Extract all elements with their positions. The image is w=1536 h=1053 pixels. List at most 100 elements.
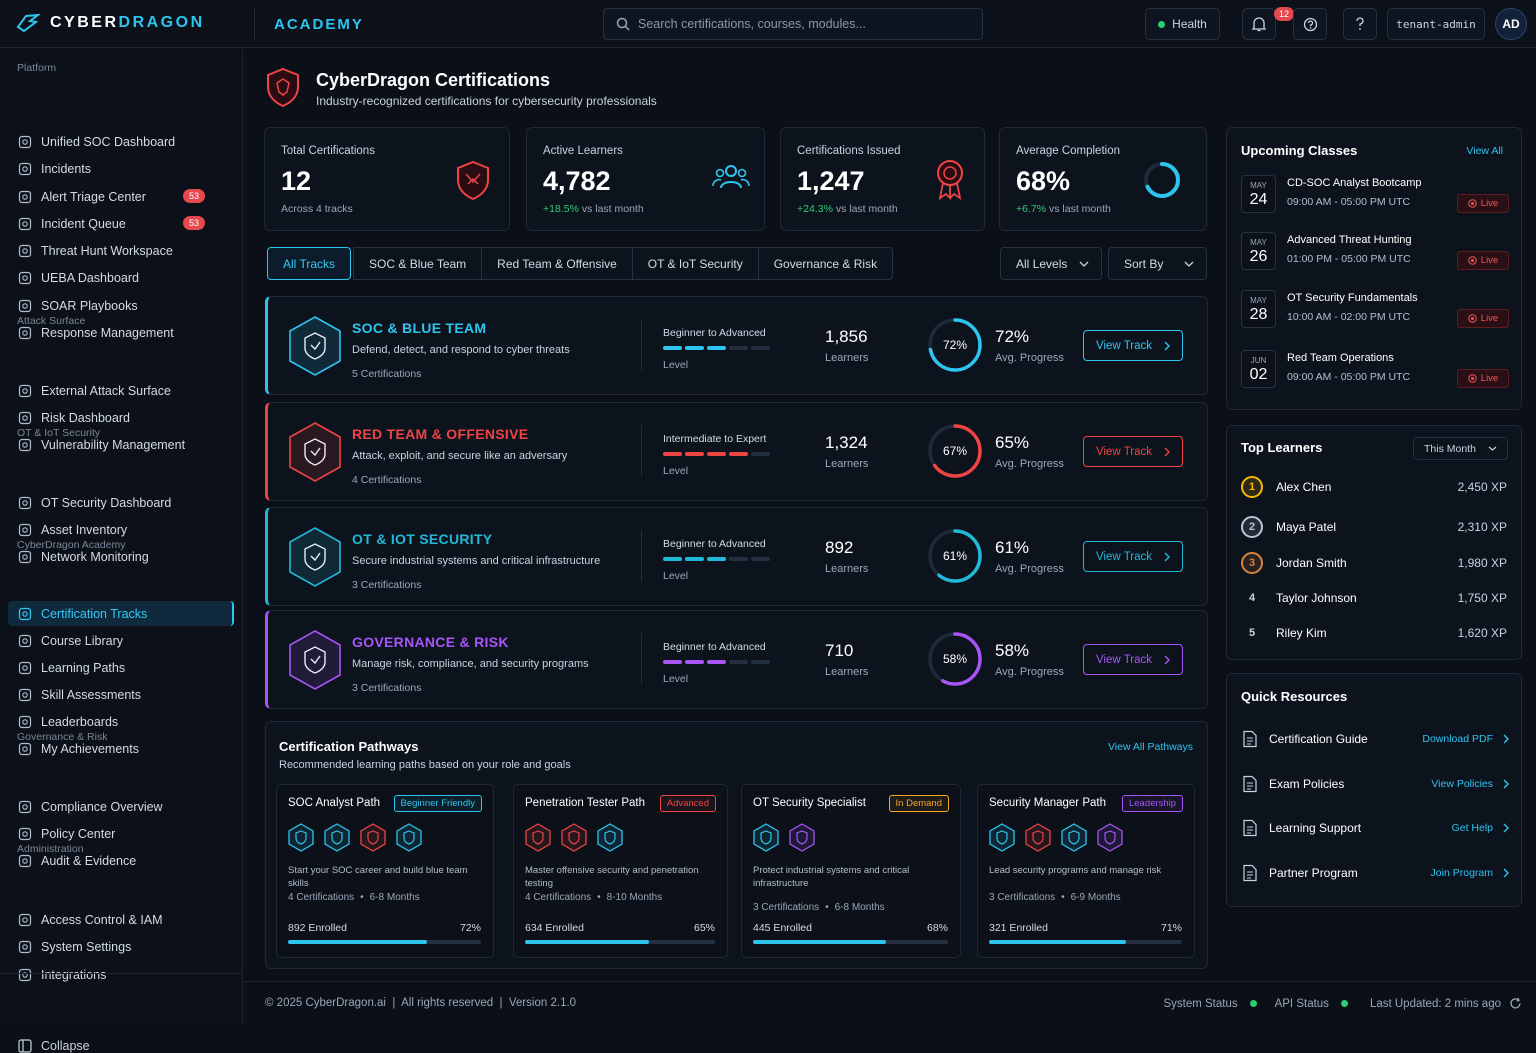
health-button[interactable]: Health <box>1145 8 1220 40</box>
footer-status: System Status API Status Last Updated: 2… <box>1163 997 1522 1010</box>
resource-item[interactable]: Learning Support Get Help <box>1241 815 1509 841</box>
resource-link[interactable]: Join Program <box>1430 867 1493 879</box>
pathway-progress-bar <box>753 940 948 944</box>
pathway-cert-count: 4 Certifications <box>288 892 355 903</box>
sidebar-item-external-attack-surface[interactable]: External Attack Surface <box>8 378 234 403</box>
pathway-name: Penetration Tester Path <box>525 797 645 809</box>
chevron-right-icon[interactable] <box>1503 734 1509 744</box>
sidebar-item-response-management[interactable]: Response Management <box>8 320 234 345</box>
user-avatar[interactable]: AD <box>1495 8 1527 40</box>
sidebar-item-ueba-dashboard[interactable]: UEBA Dashboard <box>8 265 234 290</box>
avg-progress-label: Avg. Progress <box>995 563 1064 575</box>
resource-item[interactable]: Partner Program Join Program <box>1241 860 1509 886</box>
sidebar-item-label: Threat Hunt Workspace <box>41 243 173 258</box>
level-dropdown-value: All Levels <box>1016 256 1068 271</box>
sidebar-item-network-monitoring[interactable]: Network Monitoring <box>8 544 234 569</box>
cert-badge-icon <box>288 823 314 852</box>
sidebar-item-incidents[interactable]: Incidents <box>8 156 234 181</box>
brand-logo[interactable]: CYBERDRAGON <box>16 13 205 33</box>
chevron-right-icon[interactable] <box>1503 779 1509 789</box>
sidebar-item-unified-soc-dashboard[interactable]: Unified SOC Dashboard <box>8 129 234 154</box>
view-track-button[interactable]: View Track <box>1083 330 1183 361</box>
view-track-button[interactable]: View Track <box>1083 644 1183 675</box>
sort-dropdown[interactable]: Sort By <box>1108 247 1207 280</box>
sidebar-item-asset-inventory[interactable]: Asset Inventory <box>8 517 234 542</box>
help-button[interactable] <box>1343 8 1377 40</box>
sidebar-item-compliance-overview[interactable]: Compliance Overview <box>8 794 234 819</box>
cert-badge-icon <box>360 823 386 852</box>
rank-badge: 4 <box>1248 592 1256 604</box>
resource-link[interactable]: Get Help <box>1451 822 1493 834</box>
playbook-icon <box>18 299 32 312</box>
search-input[interactable]: Search certifications, courses, modules.… <box>603 8 983 40</box>
meta-separator: • <box>825 902 829 913</box>
tab-red-team[interactable]: Red Team & Offensive <box>481 247 633 280</box>
learner-row[interactable]: 3 Jordan Smith 1,980 XP <box>1241 551 1507 575</box>
learner-count: 892 <box>825 538 854 557</box>
support-button[interactable] <box>1293 8 1327 40</box>
sidebar-item-leaderboards[interactable]: Leaderboards <box>8 709 234 734</box>
view-track-button[interactable]: View Track <box>1083 541 1183 572</box>
resource-link[interactable]: Download PDF <box>1422 733 1493 745</box>
page-title: CyberDragon Certifications <box>316 70 551 90</box>
sidebar-item-learning-paths[interactable]: Learning Paths <box>8 655 234 680</box>
sidebar-item-risk-dashboard[interactable]: Risk Dashboard <box>8 405 234 430</box>
sidebar-item-my-achievements[interactable]: My Achievements <box>8 736 234 761</box>
sidebar-item-skill-assessments[interactable]: Skill Assessments <box>8 682 234 707</box>
sidebar-item-vulnerability-management[interactable]: Vulnerability Management <box>8 432 234 457</box>
sidebar-item-integrations[interactable]: Integrations <box>8 962 234 987</box>
level-dropdown[interactable]: All Levels <box>1000 247 1102 280</box>
pathway-card-soc-analyst-path[interactable]: SOC Analyst Path Beginner Friendly Start y… <box>276 784 494 958</box>
sidebar-item-course-library[interactable]: Course Library <box>8 628 234 653</box>
notifications-button[interactable] <box>1242 8 1276 40</box>
learner-row[interactable]: 5 Riley Kim 1,620 XP <box>1241 621 1507 645</box>
refresh-icon[interactable] <box>1509 997 1522 1010</box>
chevron-down-icon <box>1184 261 1194 267</box>
live-label: Live <box>1480 313 1499 324</box>
class-time: 09:00 AM - 05:00 PM UTC <box>1287 371 1411 383</box>
class-item[interactable]: MAY 26 Advanced Threat Hunting 01:00 PM - 0… <box>1241 232 1509 280</box>
resource-item[interactable]: Certification Guide Download PDF <box>1241 726 1509 752</box>
sidebar-item-threat-hunt-workspace[interactable]: Threat Hunt Workspace <box>8 238 234 263</box>
sidebar-item-certification-tracks[interactable]: Certification Tracks <box>8 601 234 626</box>
sidebar-item-soar-playbooks[interactable]: SOAR Playbooks <box>8 293 234 318</box>
resource-link[interactable]: View Policies <box>1431 778 1493 790</box>
chevron-right-icon[interactable] <box>1503 823 1509 833</box>
level-segment <box>729 346 748 350</box>
collapse-sidebar-button[interactable]: Collapse <box>18 1039 90 1053</box>
chevron-right-icon[interactable] <box>1503 868 1509 878</box>
pathway-card-security-manager-path[interactable]: Security Manager Path Leadership Lead secu… <box>977 784 1195 958</box>
tenant-selector[interactable]: tenant-admin <box>1387 8 1485 40</box>
class-item[interactable]: MAY 24 CD-SOC Analyst Bootcamp 09:00 AM - 0… <box>1241 175 1509 223</box>
pathway-card-ot-security-specialist[interactable]: OT Security Specialist In Demand Protect i… <box>741 784 961 958</box>
view-all-pathways-link[interactable]: View All Pathways <box>1107 741 1193 753</box>
sidebar-item-system-settings[interactable]: System Settings <box>8 934 234 959</box>
tab-all-tracks[interactable]: All Tracks <box>267 247 352 280</box>
sidebar-item-label: Response Management <box>41 325 174 340</box>
class-date: MAY 26 <box>1241 232 1276 270</box>
class-item[interactable]: JUN 02 Red Team Operations 09:00 AM - 05:00… <box>1241 350 1509 398</box>
upcoming-classes-panel: Upcoming Classes View All MAY 24 CD-SOC An… <box>1226 127 1522 410</box>
tab-ot-iot[interactable]: OT & IoT Security <box>631 247 759 280</box>
page-shield-icon <box>265 67 301 107</box>
pathway-cert-count: 3 Certifications <box>989 892 1056 903</box>
period-dropdown[interactable]: This Month <box>1413 437 1508 460</box>
learner-row[interactable]: 4 Taylor Johnson 1,750 XP <box>1241 586 1507 610</box>
learner-row[interactable]: 1 Alex Chen 2,450 XP <box>1241 475 1507 499</box>
class-item[interactable]: MAY 28 OT Security Fundamentals 10:00 AM - … <box>1241 290 1509 338</box>
view-track-button[interactable]: View Track <box>1083 436 1183 467</box>
sidebar-item-audit-evidence[interactable]: Audit & Evidence <box>8 848 234 873</box>
key-icon <box>18 913 32 926</box>
sidebar-item-ot-security-dashboard[interactable]: OT Security Dashboard <box>8 490 234 515</box>
resource-item[interactable]: Exam Policies View Policies <box>1241 771 1509 797</box>
learner-row[interactable]: 2 Maya Patel 2,310 XP <box>1241 515 1507 539</box>
sidebar-item-policy-center[interactable]: Policy Center <box>8 821 234 846</box>
pathway-card-penetration-tester-path[interactable]: Penetration Tester Path Advanced Master of… <box>513 784 728 958</box>
view-all-classes-link[interactable]: View All <box>1466 145 1503 157</box>
sidebar-item-incident-queue[interactable]: Incident Queue 53 <box>8 211 234 236</box>
sidebar-item-access-control-iam[interactable]: Access Control & IAM <box>8 907 234 932</box>
last-updated-label: Last Updated: 2 mins ago <box>1369 997 1501 1010</box>
tab-soc-blue-team[interactable]: SOC & Blue Team <box>353 247 483 280</box>
sidebar-item-alert-triage-center[interactable]: Alert Triage Center 53 <box>8 184 234 209</box>
tab-governance[interactable]: Governance & Risk <box>757 247 894 280</box>
